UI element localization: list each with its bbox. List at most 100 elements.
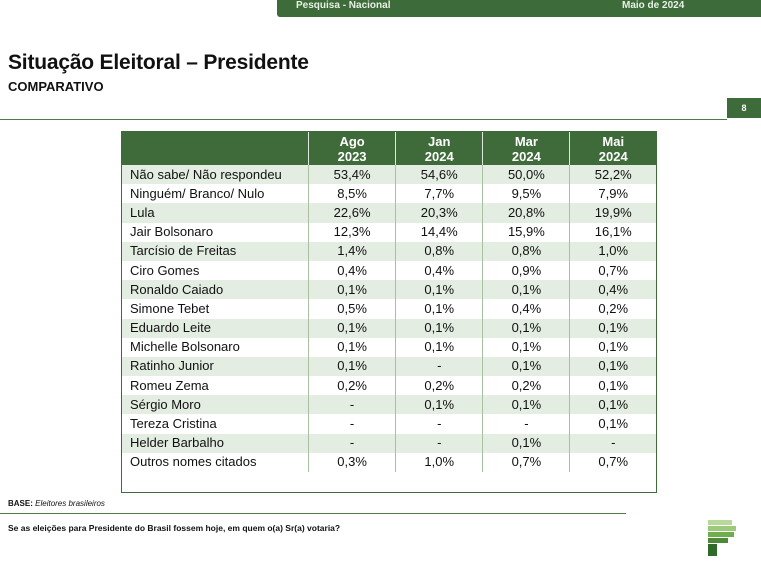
table-row: Helder Barbalho - -0,1% - (122, 433, 656, 453)
base-text: Eleitores brasileiros (35, 499, 105, 508)
percentage-cell: 0,7% (482, 452, 570, 472)
page-number: 8 (727, 98, 761, 118)
candidate-name: Helder Barbalho (122, 433, 309, 453)
percentage-cell: 53,4% (307, 165, 396, 185)
percentage-cell: - (482, 414, 570, 434)
percentage-cell: 0,1% (482, 433, 570, 453)
percentage-cell: 0,1% (569, 395, 656, 415)
percentage-cell: 0,1% (482, 318, 570, 338)
percentage-cell: 0,1% (395, 280, 483, 300)
percentage-cell: 1,4% (307, 241, 396, 261)
percentage-cell: 9,5% (482, 184, 570, 204)
percentage-cell: 0,4% (482, 299, 570, 319)
candidate-name: Romeu Zema (122, 376, 309, 396)
percentage-cell: 0,1% (569, 318, 656, 338)
candidate-name: Lula (122, 203, 309, 223)
header-divider (0, 119, 727, 120)
percentage-cell: 0,1% (395, 318, 483, 338)
candidate-name: Ratinho Junior (122, 356, 309, 377)
table-row: Simone Tebet 0,5% 0,1% 0,4% 0,2% (122, 299, 656, 319)
candidate-name: Ninguém/ Branco/ Nulo (122, 184, 309, 204)
column-header: Mai 2024 (569, 132, 656, 165)
percentage-cell: 0,4% (395, 260, 483, 281)
comparison-table: Ago 2023 Jan 2024 Mar 2024 Mai 2024 Não sabe… (122, 132, 656, 472)
percentage-cell: 0,4% (569, 280, 656, 300)
percentage-cell: 0,1% (569, 414, 656, 434)
percentage-cell: 0,1% (569, 376, 656, 396)
page-subtitle: COMPARATIVO (8, 79, 104, 94)
percentage-cell: 8,5% (307, 184, 396, 204)
table-header-row: Ago 2023 Jan 2024 Mar 2024 Mai 2024 (122, 132, 656, 165)
column-header: Mar 2024 (482, 132, 570, 165)
percentage-cell: - (395, 433, 483, 453)
candidate-name: Simone Tebet (122, 299, 309, 319)
table-row: Outros nomes citados 0,3% 1,0% 0,7% 0,7% (122, 452, 656, 472)
percentage-cell: 0,2% (395, 376, 483, 396)
percentage-cell: 0,8% (395, 241, 483, 261)
header-bar: Pesquisa - Nacional Maio de 2024 (277, 0, 761, 17)
percentage-cell: 0,2% (569, 299, 656, 319)
table-row: Ronaldo Caiado 0,1% 0,1% 0,1% 0,4% (122, 280, 656, 300)
table-row: Ratinho Junior 0,1% -0,1% 0,1% (122, 356, 656, 377)
base-note: BASE: Eleitores brasileiros (8, 499, 105, 508)
candidate-name: Eduardo Leite (122, 318, 309, 338)
percentage-cell: 1,0% (395, 452, 483, 472)
survey-date: Maio de 2024 (622, 0, 685, 11)
table-corner-cell (122, 132, 309, 165)
candidate-name: Ciro Gomes (122, 260, 309, 281)
percentage-cell: 0,1% (569, 337, 656, 357)
percentage-cell: - (307, 414, 396, 434)
percentage-cell: 19,9% (569, 203, 656, 223)
table-row: Eduardo Leite 0,1% 0,1% 0,1% 0,1% (122, 318, 656, 338)
candidate-name: Michelle Bolsonaro (122, 337, 309, 357)
percentage-cell: 12,3% (307, 222, 396, 242)
table-row: Jair Bolsonaro 12,3% 14,4% 15,9% 16,1% (122, 222, 656, 242)
page-title: Situação Eleitoral – Presidente (8, 51, 309, 74)
percentage-cell: 0,4% (307, 260, 396, 281)
survey-label: Pesquisa - Nacional (296, 0, 391, 11)
percentage-cell: 0,1% (482, 280, 570, 300)
table-row: Tarcísio de Freitas 1,4% 0,8% 0,8% 1,0% (122, 241, 656, 261)
percentage-cell: 0,1% (307, 356, 396, 377)
table-row: Lula 22,6% 20,3% 20,8% 19,9% (122, 203, 656, 223)
table-frame (121, 131, 657, 493)
candidate-name: Outros nomes citados (122, 452, 309, 472)
percentage-cell: 0,1% (482, 356, 570, 377)
survey-question: Se as eleições para Presidente do Brasil… (8, 523, 341, 533)
percentage-cell: 0,1% (482, 337, 570, 357)
percentage-cell: 7,9% (569, 184, 656, 204)
table-row: Sérgio Moro -0,1% 0,1% 0,1% (122, 395, 656, 415)
table-row: Ciro Gomes 0,4% 0,4% 0,9% 0,7% (122, 260, 656, 281)
column-header: Ago 2023 (307, 132, 396, 165)
candidate-name: Jair Bolsonaro (122, 222, 309, 242)
percentage-cell: 0,1% (307, 280, 396, 300)
table-row: Tereza Cristina - - -0,1% (122, 414, 656, 434)
candidate-name: Sérgio Moro (122, 395, 309, 415)
percentage-cell: 54,6% (395, 165, 483, 185)
percentage-cell: - (307, 433, 396, 453)
percentage-cell: 15,9% (482, 222, 570, 242)
base-label: BASE: (8, 499, 33, 508)
percentage-cell: 0,7% (569, 452, 656, 472)
percentage-cell: 16,1% (569, 222, 656, 242)
percentage-cell: 22,6% (307, 203, 396, 223)
table-row: Não sabe/ Não respondeu 53,4% 54,6% 50,0% 52… (122, 165, 656, 185)
candidate-name: Tereza Cristina (122, 414, 309, 434)
percentage-cell: 0,1% (307, 318, 396, 338)
percentage-cell: 0,5% (307, 299, 396, 319)
percentage-cell: - (395, 414, 483, 434)
percentage-cell: 0,1% (482, 395, 570, 415)
percentage-cell: - (307, 395, 396, 415)
candidate-name: Tarcísio de Freitas (122, 241, 309, 261)
footer-divider (0, 513, 626, 514)
table-row: Romeu Zema 0,2% 0,2% 0,2% 0,1% (122, 376, 656, 396)
percentage-cell: 0,8% (482, 241, 570, 261)
percentage-cell: 0,3% (307, 452, 396, 472)
percentage-cell: 14,4% (395, 222, 483, 242)
percentage-cell: 0,1% (395, 337, 483, 357)
percentage-cell: 0,1% (569, 356, 656, 377)
column-header: Jan 2024 (395, 132, 483, 165)
percentage-cell: 20,8% (482, 203, 570, 223)
table-row: Michelle Bolsonaro 0,1% 0,1% 0,1% 0,1% (122, 337, 656, 357)
percentage-cell: 0,1% (395, 395, 483, 415)
